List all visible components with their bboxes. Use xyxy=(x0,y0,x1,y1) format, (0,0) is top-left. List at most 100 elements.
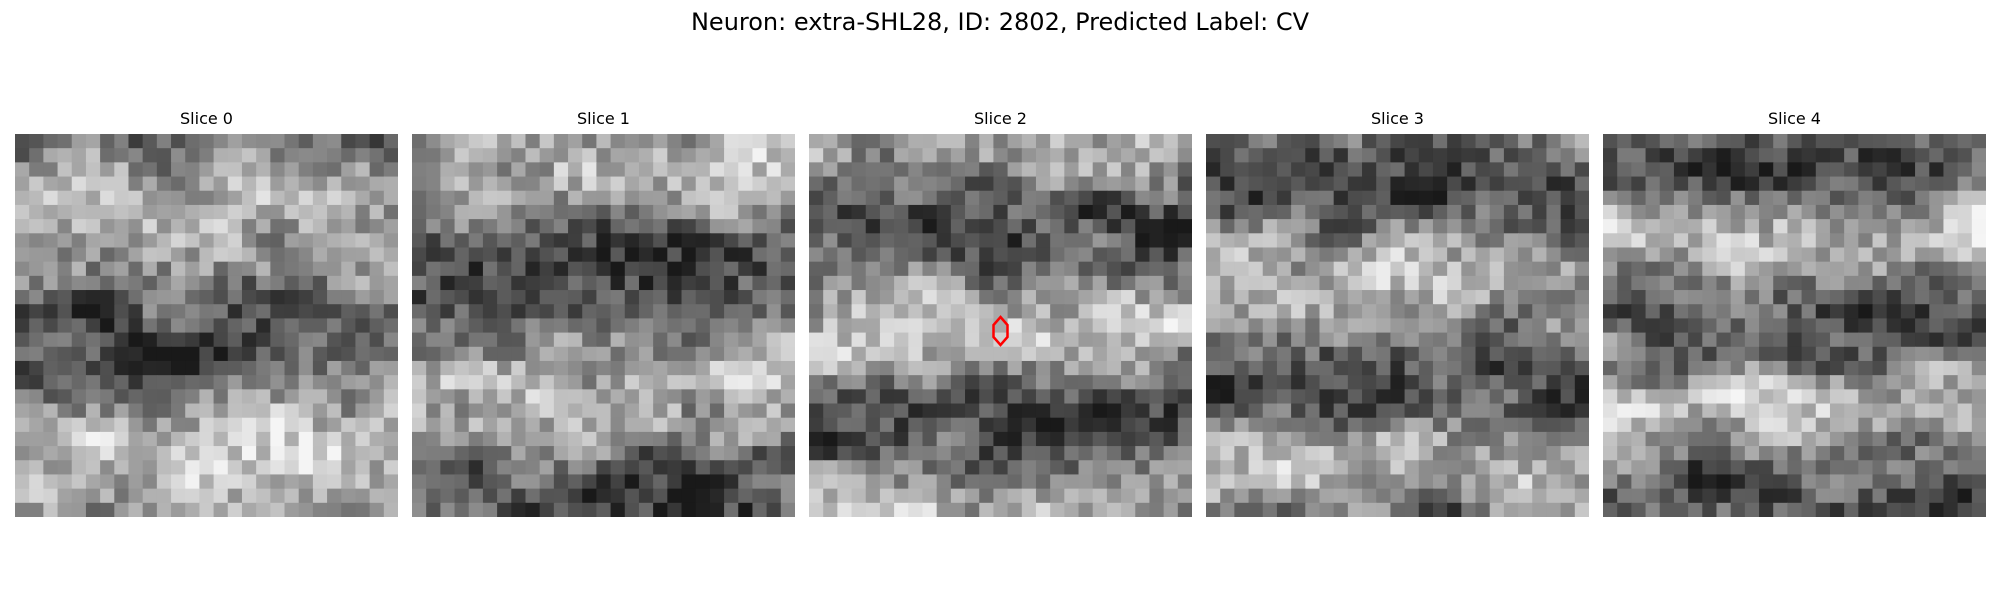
pixel xyxy=(1319,233,1335,249)
pixel xyxy=(1333,162,1349,178)
pixel xyxy=(1759,332,1774,348)
pixel xyxy=(227,247,243,263)
pixel xyxy=(879,247,895,263)
pixel xyxy=(865,460,881,476)
pixel xyxy=(1872,190,1888,206)
pixel xyxy=(1759,403,1774,419)
pixel xyxy=(1815,304,1831,320)
pixel xyxy=(454,304,470,320)
pixel xyxy=(241,290,257,305)
pixel xyxy=(1050,190,1065,206)
pixel xyxy=(1489,290,1505,305)
pixel xyxy=(709,502,725,517)
pixel xyxy=(482,275,498,291)
pixel xyxy=(426,417,441,433)
pixel xyxy=(440,460,456,476)
pixel xyxy=(1957,360,1973,376)
pixel xyxy=(511,176,527,192)
pixel xyxy=(894,431,909,447)
pixel xyxy=(1759,162,1774,178)
pixel xyxy=(1489,275,1505,291)
pixel xyxy=(1716,389,1732,405)
pixel xyxy=(1291,375,1306,390)
pixel xyxy=(1886,332,1902,348)
pixel xyxy=(1688,190,1703,206)
pixel xyxy=(1971,460,1986,476)
pixel xyxy=(57,332,73,348)
pixel xyxy=(369,460,385,476)
pixel xyxy=(624,474,640,490)
pixel xyxy=(29,261,44,277)
pixel xyxy=(1773,261,1789,277)
pixel xyxy=(1092,460,1108,476)
pixel xyxy=(681,332,697,348)
pixel xyxy=(355,148,371,163)
pixel xyxy=(1603,275,1618,291)
pixel xyxy=(724,446,739,461)
pixel xyxy=(965,290,980,305)
pixel xyxy=(355,176,371,192)
pixel xyxy=(780,431,795,447)
pixel xyxy=(412,134,427,149)
pixel xyxy=(1858,247,1874,263)
pixel xyxy=(965,332,980,348)
pixel xyxy=(936,290,952,305)
pixel xyxy=(199,261,215,277)
pixel xyxy=(85,375,101,390)
pixel xyxy=(426,148,441,163)
pixel xyxy=(950,488,966,504)
pixel xyxy=(100,488,115,504)
pixel xyxy=(610,389,626,405)
pixel xyxy=(1631,247,1647,263)
pixel xyxy=(936,332,952,348)
pixel xyxy=(809,148,824,163)
pixel xyxy=(922,261,938,277)
pixel xyxy=(142,460,158,476)
pixel xyxy=(1007,332,1023,348)
pixel xyxy=(908,190,924,206)
pixel xyxy=(1404,460,1420,476)
pixel xyxy=(894,488,909,504)
pixel xyxy=(1021,346,1037,362)
pixel xyxy=(128,148,144,163)
pixel xyxy=(199,375,215,390)
pixel xyxy=(1206,148,1221,163)
pixel xyxy=(936,204,952,220)
pixel xyxy=(1092,431,1108,447)
pixel xyxy=(752,474,768,490)
pixel xyxy=(950,261,966,277)
pixel xyxy=(596,304,612,320)
pixel xyxy=(809,431,824,447)
pixel xyxy=(100,261,115,277)
pixel xyxy=(865,304,881,320)
pixel xyxy=(752,304,768,320)
pixel xyxy=(85,360,101,376)
pixel xyxy=(1929,346,1945,362)
pixel xyxy=(1305,247,1321,263)
pixel xyxy=(865,403,881,419)
pixel xyxy=(511,247,527,263)
pixel xyxy=(1347,332,1363,348)
pixel xyxy=(1886,304,1902,320)
pixel xyxy=(568,474,583,490)
pixel xyxy=(1673,134,1689,149)
pixel xyxy=(865,431,881,447)
pixel xyxy=(1815,488,1831,504)
pixel xyxy=(568,148,583,163)
pixel xyxy=(908,488,924,504)
pixel xyxy=(1886,360,1902,376)
pixel xyxy=(1730,219,1746,234)
pixel xyxy=(780,233,795,249)
pixel xyxy=(1673,360,1689,376)
pixel xyxy=(1432,417,1448,433)
pixel xyxy=(1503,431,1519,447)
pixel xyxy=(298,446,314,461)
pixel xyxy=(823,474,838,490)
pixel xyxy=(724,389,739,405)
pixel xyxy=(865,318,881,334)
pixel xyxy=(270,304,286,320)
pixel xyxy=(298,290,314,305)
pixel xyxy=(1900,190,1916,206)
pixel xyxy=(128,304,144,320)
pixel xyxy=(241,375,257,390)
